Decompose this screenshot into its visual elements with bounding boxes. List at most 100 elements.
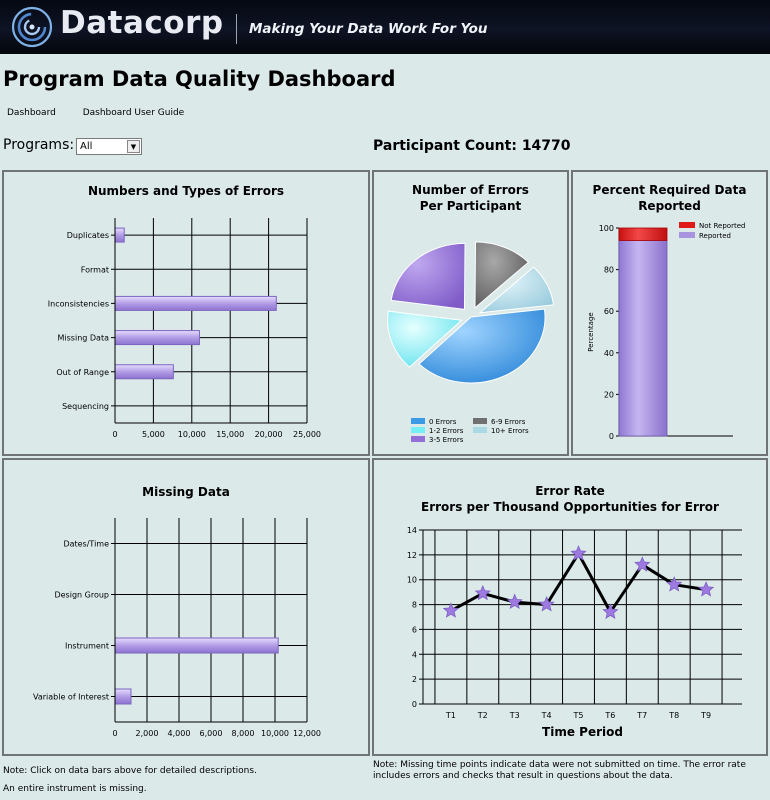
legend-label: 3-5 Errors xyxy=(429,436,464,444)
pie-slice xyxy=(418,308,546,384)
x-tick-label: T2 xyxy=(477,711,488,720)
y-tick-label: 80 xyxy=(604,266,614,275)
category-label: Sequencing xyxy=(62,402,109,411)
y-tick-label: 8 xyxy=(412,601,417,610)
y-tick-label: 0 xyxy=(609,432,614,441)
chart-title-line2: Reported xyxy=(638,199,701,213)
legend-label: 1-2 Errors xyxy=(429,427,464,435)
panel-percent-reported: Percent Required Data Reported 0 20 40 60 80… xyxy=(571,170,768,456)
x-tick-label: 15,000 xyxy=(216,430,244,439)
x-tick-label: T3 xyxy=(509,711,520,720)
x-tick-label: 6,000 xyxy=(200,729,223,738)
legend-swatch xyxy=(679,222,695,228)
x-tick-label: T5 xyxy=(573,711,584,720)
missing-data-chart: 0 2,000 4,000 6,000 8,000 10,000 12,000 Dates/T… xyxy=(33,518,321,738)
chevron-down-icon[interactable]: ▼ xyxy=(127,140,140,153)
legend-label: Reported xyxy=(699,232,731,240)
category-label: Inconsistencies xyxy=(48,299,109,308)
errors-by-type-chart: 0 5,000 10,000 15,000 20,000 25,000 Duplicates… xyxy=(48,218,321,439)
y-tick-label: 20 xyxy=(604,390,614,399)
x-axis-label: Time Period xyxy=(542,725,623,739)
reported-bar xyxy=(618,240,668,437)
x-tick-label: 20,000 xyxy=(255,430,283,439)
error-type-bar xyxy=(114,227,125,243)
data-point-star xyxy=(634,556,651,572)
x-tick-label: 12,000 xyxy=(293,729,321,738)
programs-select[interactable]: All ▼ xyxy=(76,138,142,155)
data-point-star xyxy=(538,596,555,612)
x-tick-label: T9 xyxy=(700,711,711,720)
legend-label: 10+ Errors xyxy=(491,427,529,435)
note-line-1: Note: Missing time points indicate data … xyxy=(373,760,746,770)
data-point-star xyxy=(602,603,619,619)
y-axis-label: Percentage xyxy=(587,312,595,351)
legend-swatch xyxy=(473,418,487,424)
missing-data-bar xyxy=(114,637,279,654)
x-tick-label: 0 xyxy=(112,729,117,738)
x-tick-label: T8 xyxy=(668,711,679,720)
x-tick-label: 10,000 xyxy=(261,729,289,738)
x-tick-label: T6 xyxy=(604,711,615,720)
percent-reported-chart: 0 20 40 60 80 100 Percentage Not Reported Report… xyxy=(587,222,745,441)
y-tick-label: 0 xyxy=(412,700,417,709)
swirl-logo-icon xyxy=(11,6,53,48)
y-tick-label: 10 xyxy=(407,576,417,585)
note-line-2: includes errors and checks that result i… xyxy=(373,771,673,781)
x-tick-label: 10,000 xyxy=(178,430,206,439)
data-point-star xyxy=(697,581,715,597)
data-point-star xyxy=(442,602,460,618)
participant-count: Participant Count: 14770 xyxy=(373,138,571,154)
y-tick-label: 12 xyxy=(407,551,417,560)
chart-title: Numbers and Types of Errors xyxy=(87,184,285,198)
note-instrument-missing: An entire instrument is missing. xyxy=(3,784,147,794)
data-point-star xyxy=(506,593,523,609)
brand-name: Datacorp xyxy=(60,5,224,41)
chart-title-line1: Error Rate xyxy=(535,484,605,498)
x-tick-label: 8,000 xyxy=(232,729,255,738)
panel-errors-by-type: Numbers and Types of Errors 0 5,000 10,000… xyxy=(2,170,370,456)
header-banner: Datacorp Making Your Data Work For You xyxy=(0,0,770,54)
chart-title: Error Rate Errors per Thousand Opportuni… xyxy=(374,483,766,515)
category-label: Variable of Interest xyxy=(33,693,109,702)
panel-missing-data: Missing Data 0 2,000 4,000 6,000 8,000 10,000… xyxy=(2,458,370,756)
x-tick-label: 2,000 xyxy=(136,729,159,738)
legend-label: 6-9 Errors xyxy=(491,418,526,426)
page-title: Program Data Quality Dashboard xyxy=(3,67,396,91)
banner-divider xyxy=(236,14,237,44)
brand-tagline: Making Your Data Work For You xyxy=(249,21,488,37)
x-tick-label: 0 xyxy=(112,430,117,439)
x-tick-label: T7 xyxy=(636,711,647,720)
y-tick-label: 100 xyxy=(599,224,614,233)
data-point-star xyxy=(666,576,683,592)
nav-link-user-guide[interactable]: Dashboard User Guide xyxy=(82,108,185,118)
panel-error-rate: Error Rate Errors per Thousand Opportuni… xyxy=(372,458,768,756)
error-type-bar xyxy=(114,295,277,311)
category-label: Missing Data xyxy=(58,334,110,343)
nav-link-dashboard[interactable]: Dashboard xyxy=(7,108,56,118)
category-label: Duplicates xyxy=(67,231,109,240)
chart-title: Missing Data xyxy=(142,485,230,499)
programs-select-value: All xyxy=(80,141,93,152)
not-reported-bar xyxy=(618,227,668,241)
pie-slice xyxy=(478,266,555,314)
y-tick-label: 14 xyxy=(407,526,417,535)
legend-swatch xyxy=(411,418,425,424)
pie-slice xyxy=(474,241,530,309)
error-rate-chart: 0 2 4 6 8 10 12 14 T1 T2 T3 T4 T5 T6 T7 T8 T9 Time Period xyxy=(407,526,742,739)
chart-title-line1: Number of Errors xyxy=(412,183,529,197)
chart-title-line2: Errors per Thousand Opportunities for Er… xyxy=(421,500,719,514)
y-tick-label: 40 xyxy=(604,349,614,358)
legend-label: Not Reported xyxy=(699,222,745,230)
category-label: Dates/Time xyxy=(63,540,109,549)
x-tick-label: T1 xyxy=(445,711,456,720)
legend-swatch xyxy=(411,427,425,433)
y-tick-label: 60 xyxy=(604,307,614,316)
error-type-bar xyxy=(114,330,200,346)
missing-data-bar xyxy=(114,688,132,705)
x-tick-label: 4,000 xyxy=(168,729,191,738)
legend-label: 0 Errors xyxy=(429,418,457,426)
category-label: Instrument xyxy=(65,642,109,651)
category-label: Out of Range xyxy=(56,368,109,377)
x-tick-label: 25,000 xyxy=(293,430,321,439)
